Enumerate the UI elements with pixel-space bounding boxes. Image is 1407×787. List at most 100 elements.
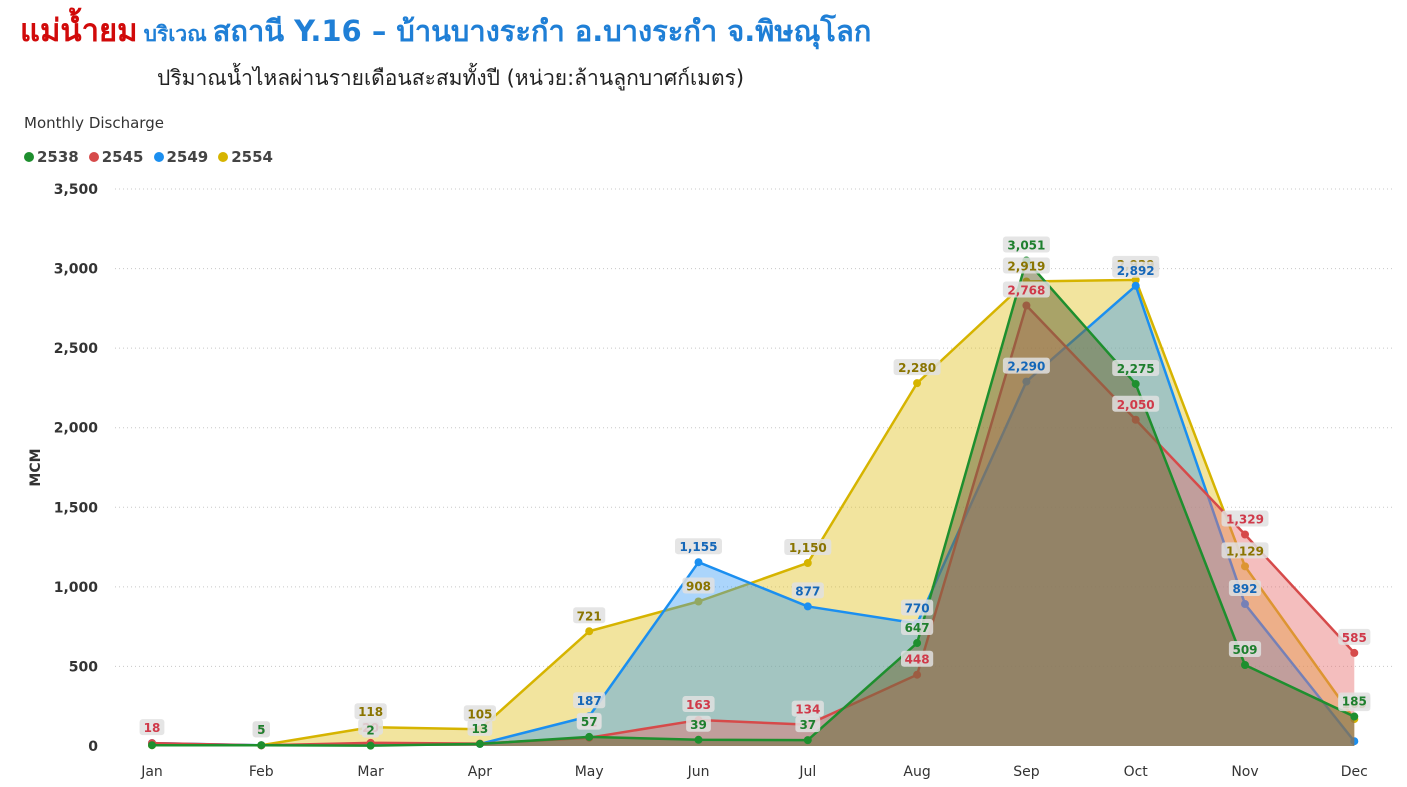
series-2538-point — [803, 736, 812, 745]
series-2545-data-label: 163 — [686, 698, 711, 712]
y-tick-label: 0 — [88, 739, 98, 755]
legend-item-2554[interactable]: 2554 — [218, 148, 273, 166]
y-tick-label: 1,000 — [54, 580, 99, 596]
series-2554-label-bg — [784, 538, 832, 555]
series-2554-point — [694, 597, 703, 606]
legend-dot-icon — [24, 152, 34, 162]
series-2538-area — [152, 260, 1355, 746]
x-tick-label: Nov — [1231, 764, 1258, 780]
series-2538-point — [1350, 712, 1359, 721]
series-2545-label-bg — [1002, 281, 1050, 298]
series-2549-label-bg — [1002, 357, 1050, 374]
series-2545-data-label: 134 — [795, 703, 820, 717]
legend-label: 2545 — [101, 148, 144, 166]
series-2545-label-bg — [682, 696, 715, 713]
series-2554-point — [913, 379, 922, 388]
series-2549-point — [694, 558, 703, 567]
x-tick-label: Jan — [140, 764, 163, 780]
x-tick-label: Jul — [798, 764, 816, 780]
series-2554-line — [152, 278, 1356, 747]
series-2538-point — [694, 735, 703, 744]
series-2545-label-bg — [1221, 510, 1269, 527]
series-2538-data-label: 3,051 — [1007, 238, 1045, 252]
series-2549-data-label: 877 — [795, 584, 820, 598]
page-subtitle: ปริมาณน้ำไหลผ่านรายเดือนสะสมทั้งปี (หน่ว… — [157, 66, 745, 90]
series-2538-label-bg — [361, 721, 380, 738]
series-2538-data-label: 2,275 — [1117, 362, 1155, 376]
series-2538-data-label: 57 — [581, 715, 598, 729]
series-2554-label-bg — [1221, 542, 1269, 559]
series-2549-label-bg — [573, 692, 606, 709]
series-2554-label-bg — [1002, 257, 1050, 274]
series-2538-data-label: 13 — [472, 722, 489, 736]
series-2538-label-bg — [1112, 359, 1160, 376]
x-tick-label: Sep — [1013, 764, 1040, 780]
series-2549-label-bg — [1112, 261, 1160, 278]
series-2545-data-label: 2,768 — [1007, 283, 1045, 297]
series-2549-point — [1241, 600, 1249, 609]
series-2538-data-label: 2 — [366, 724, 374, 738]
y-tick-label: 2,500 — [54, 341, 99, 357]
series-2538-line — [152, 259, 1355, 747]
series-2549-label-bg — [675, 538, 722, 555]
legend-item-2545[interactable]: 2545 — [88, 148, 144, 166]
x-tick-label: Aug — [903, 764, 930, 780]
series-2554-point — [1241, 562, 1249, 571]
series-2554-label-bg — [463, 705, 496, 722]
series-2538-point — [148, 741, 156, 750]
y-tick-label: 500 — [69, 659, 98, 675]
series-2538-data-label: 647 — [905, 621, 930, 635]
series-2538-data-label: 185 — [1342, 695, 1367, 709]
series-2554-data-label: 2,280 — [898, 361, 936, 375]
series-2549-data-label: 1,155 — [680, 540, 718, 554]
series-2549-label-bg — [1228, 580, 1262, 597]
title-river: แม่น้ำยม — [20, 13, 138, 49]
series-2549-data-label: 770 — [905, 601, 930, 615]
series-2554-label-bg — [893, 359, 941, 376]
x-tick-label: Feb — [249, 764, 274, 780]
series-2545-point — [1350, 648, 1359, 657]
series-2549-label-bg — [791, 582, 824, 599]
series-2538-data-label: 39 — [690, 718, 707, 732]
legend-item-2549[interactable]: 2549 — [153, 148, 209, 166]
legend-label: 2538 — [37, 148, 79, 166]
series-2554-data-label: 721 — [577, 609, 602, 623]
legend-label: 2554 — [231, 148, 273, 166]
series-2538-label-bg — [1002, 236, 1050, 253]
series-2554-point — [1131, 275, 1140, 284]
series-2549-data-label: 2,290 — [1007, 360, 1045, 374]
series-2554-label-bg — [682, 577, 715, 594]
series-2549-data-label: 187 — [577, 694, 602, 708]
series-2549-label-bg — [901, 599, 934, 616]
series-2545-label-bg — [901, 650, 934, 667]
legend-dot-icon — [218, 152, 229, 162]
series-2545-data-label: 1,329 — [1226, 512, 1264, 526]
series-2545-label-bg — [791, 700, 824, 717]
y-tick-label: 3,500 — [54, 182, 99, 198]
series-2554-data-label: 2,919 — [1007, 259, 1045, 273]
series-2538-label-bg — [1228, 640, 1262, 657]
series-2538-data-label: 37 — [799, 718, 816, 732]
chart-title: Monthly Discharge — [24, 114, 164, 132]
legend-label: 2549 — [166, 148, 209, 166]
series-2545-label-bg — [139, 719, 165, 736]
series-2545-data-label: 2,050 — [1117, 398, 1155, 412]
legend-dot-icon — [153, 152, 164, 162]
series-2538-label-bg — [795, 716, 821, 733]
series-2545-point — [1241, 530, 1249, 539]
series-2549-point — [803, 602, 812, 611]
series-2538-label-bg — [686, 715, 711, 732]
x-tick-label: Dec — [1341, 764, 1368, 780]
legend-item-2538[interactable]: 2538 — [24, 148, 79, 166]
series-2554-point — [585, 627, 594, 636]
legend-dot-icon — [88, 152, 99, 162]
series-2554-label-bg — [354, 703, 387, 720]
chart-legend: 2538 2545 2549 2554 — [24, 148, 273, 166]
series-2538-point — [1241, 660, 1249, 669]
series-2538-data-label: 509 — [1232, 643, 1257, 657]
x-tick-label: Jun — [687, 764, 710, 780]
series-2545-data-label: 448 — [905, 653, 930, 667]
series-2554-point — [803, 558, 812, 567]
series-2538-label-bg — [467, 719, 493, 736]
